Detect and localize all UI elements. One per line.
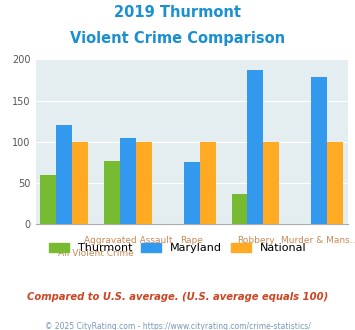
Text: 2019 Thurmont: 2019 Thurmont	[114, 5, 241, 20]
Text: © 2025 CityRating.com - https://www.cityrating.com/crime-statistics/: © 2025 CityRating.com - https://www.city…	[45, 322, 310, 330]
Bar	[200, 142, 215, 224]
Text: Rape: Rape	[180, 236, 203, 245]
Bar	[231, 194, 247, 224]
Text: Murder & Mans...: Murder & Mans...	[280, 236, 355, 245]
Bar	[263, 142, 279, 224]
Text: Robbery: Robbery	[237, 236, 274, 245]
Legend: Thurmont, Maryland, National: Thurmont, Maryland, National	[44, 238, 311, 257]
Bar	[72, 142, 88, 224]
Bar	[311, 77, 327, 224]
Bar	[40, 175, 56, 224]
Bar	[136, 142, 152, 224]
Bar	[247, 70, 263, 224]
Bar	[327, 142, 343, 224]
Text: Aggravated Assault: Aggravated Assault	[84, 236, 172, 245]
Bar	[120, 138, 136, 224]
Bar	[184, 162, 200, 224]
Text: Violent Crime Comparison: Violent Crime Comparison	[70, 31, 285, 46]
Bar	[104, 161, 120, 224]
Text: All Violent Crime: All Violent Crime	[58, 249, 134, 258]
Text: Compared to U.S. average. (U.S. average equals 100): Compared to U.S. average. (U.S. average …	[27, 292, 328, 302]
Bar	[56, 125, 72, 224]
